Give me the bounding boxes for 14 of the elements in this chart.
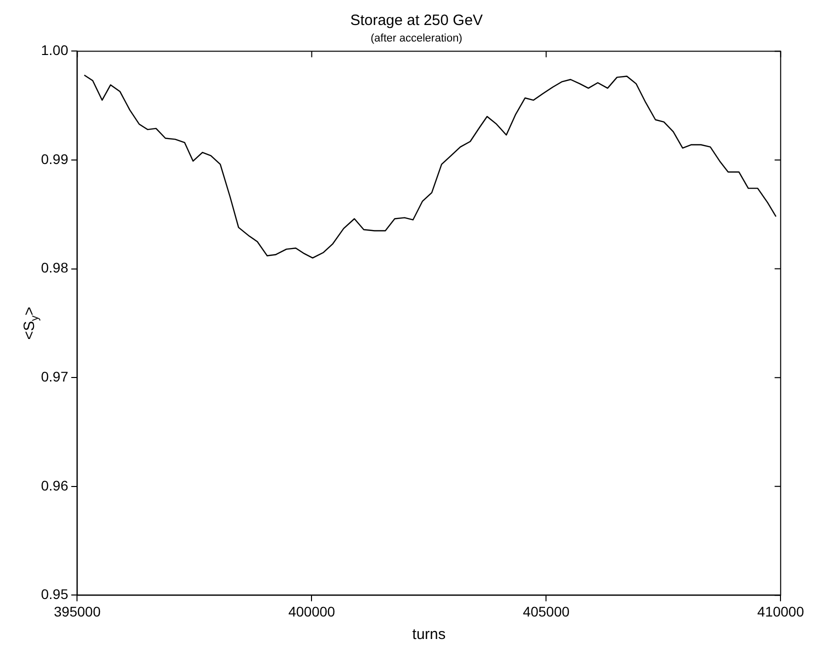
x-axis-title: turns [412, 626, 446, 644]
x-tick-label: 410000 [757, 603, 804, 620]
x-tick-label: 400000 [288, 603, 336, 620]
y-tick-label: 0.99 [41, 150, 68, 167]
y-tick-label: 0.98 [41, 260, 68, 276]
y-tick-label: 1.00 [41, 42, 68, 58]
y-tick-label: 0.96 [41, 477, 68, 494]
y-tick-label: 0.97 [41, 368, 68, 384]
y-axis-title: <Sy> [21, 306, 42, 340]
chart-title: Storage at 250 GeV [350, 12, 483, 30]
x-tick-label: 405000 [522, 603, 570, 620]
y-tick-label: 0.95 [41, 586, 68, 602]
chart-subtitle: (after acceleration) [370, 32, 462, 45]
x-tick-label: 395000 [54, 603, 101, 620]
